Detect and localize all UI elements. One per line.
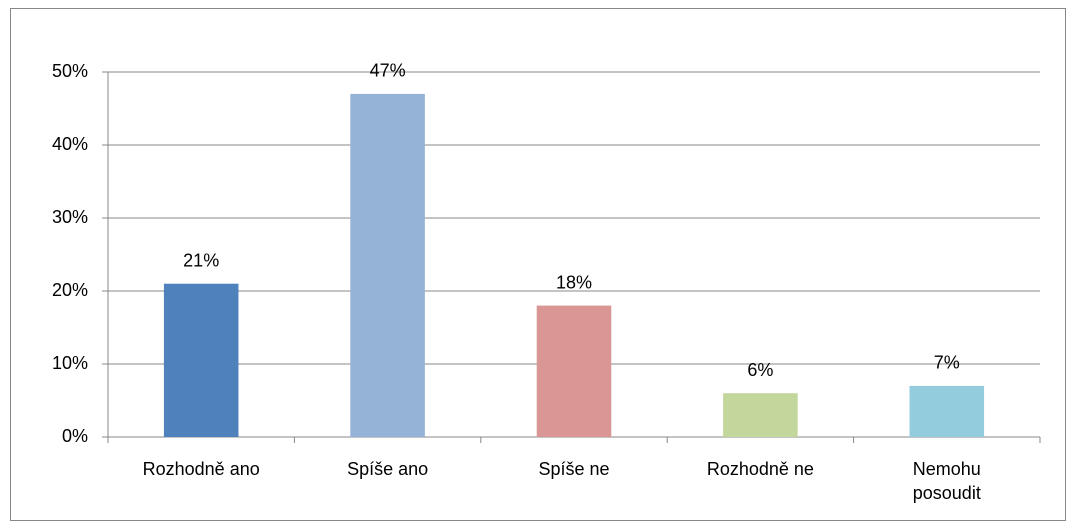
bar — [163, 283, 239, 437]
bar — [350, 93, 425, 438]
value-label: 7% — [934, 353, 960, 373]
value-label: 47% — [370, 61, 406, 81]
y-tick-label: 10% — [52, 353, 88, 373]
x-tick-label: Rozhodně ne — [706, 459, 814, 479]
bar — [909, 385, 985, 437]
y-tick-label: 20% — [52, 280, 88, 300]
value-label: 6% — [747, 360, 773, 380]
y-tick-label: 40% — [52, 134, 88, 154]
x-tick-label: Rozhodně ano — [142, 459, 260, 479]
chart-frame — [10, 8, 1066, 521]
x-tick-label: Spíše ne — [538, 459, 610, 479]
value-label: 21% — [183, 250, 219, 270]
bar — [723, 393, 798, 437]
y-tick-label: 30% — [52, 207, 88, 227]
x-tick-label: Nemohu posoudit — [912, 459, 981, 503]
y-tick-label: 0% — [62, 426, 88, 446]
bar — [536, 305, 612, 437]
value-label: 18% — [556, 272, 592, 292]
y-tick-label: 50% — [52, 61, 88, 81]
x-tick-label: Spíše ano — [347, 459, 429, 479]
